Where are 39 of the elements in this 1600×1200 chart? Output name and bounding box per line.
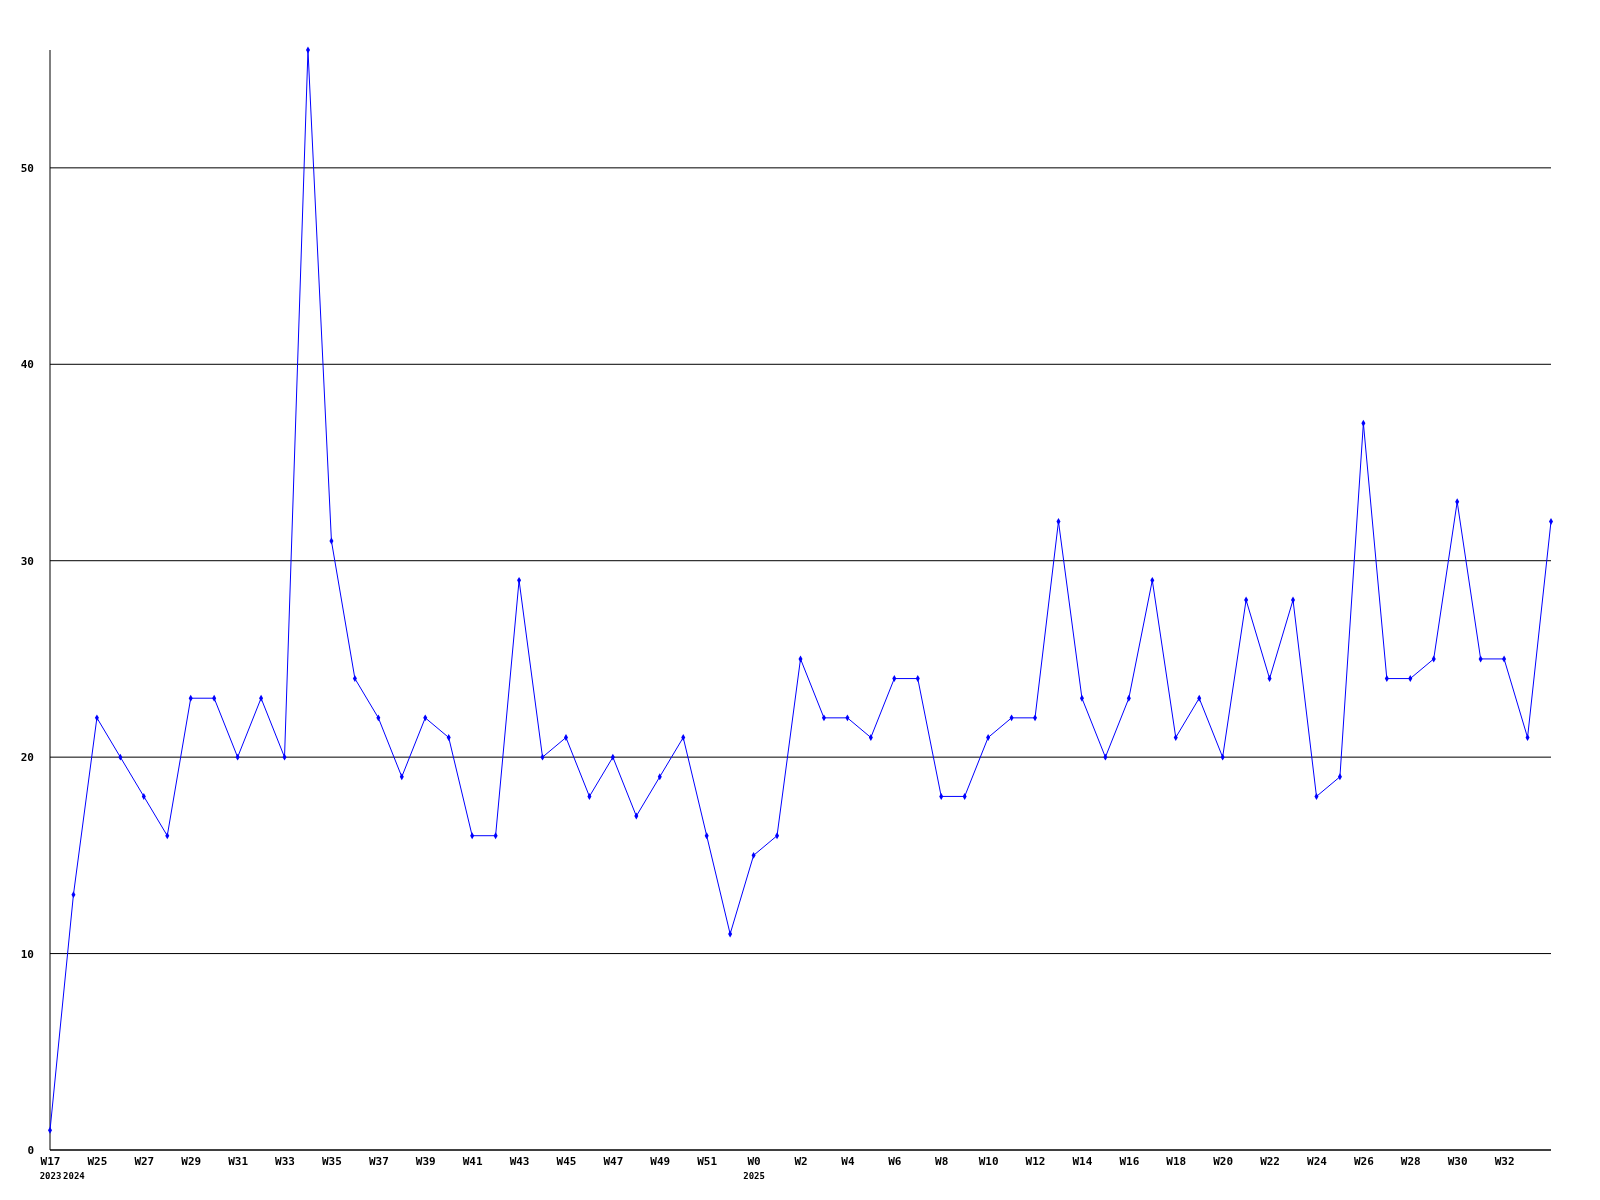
x-tick-label: W31 <box>228 1155 249 1168</box>
x-tick-label: W25 <box>87 1155 108 1168</box>
x-tick-label: W4 <box>841 1155 855 1168</box>
x-tick-label: W29 <box>181 1155 202 1168</box>
x-tick-label: W10 <box>978 1155 999 1168</box>
y-tick-label: 10 <box>20 947 34 961</box>
y-tick-label: 0 <box>27 1144 34 1158</box>
x-tick-label: W37 <box>368 1155 389 1168</box>
x-tick-label: W26 <box>1353 1155 1375 1168</box>
x-tick-label: W28 <box>1400 1155 1421 1168</box>
x-tick-label: W14 <box>1072 1155 1093 1168</box>
x-tick-label: W49 <box>650 1155 671 1168</box>
x-tick-label: W0 2025 <box>743 1155 765 1181</box>
x-tick-label: W30 <box>1447 1155 1468 1168</box>
x-tick-label: W51 <box>697 1155 718 1168</box>
x-tick-label: W41 <box>462 1155 483 1168</box>
x-tick-label: W43 <box>509 1155 530 1168</box>
x-tick-label: W8 <box>935 1155 949 1168</box>
x-tick-label: W47 <box>603 1155 624 1168</box>
x-tick-label: W20 <box>1213 1155 1234 1168</box>
x-tick-label: W33 <box>275 1155 295 1168</box>
y-tick-label: 40 <box>20 358 34 372</box>
x-tick-label: W2 <box>794 1155 808 1168</box>
x-tick-label: W24 <box>1307 1155 1328 1168</box>
x-tick-label: W35 <box>322 1155 342 1168</box>
x-tick-label: W6 <box>888 1155 902 1168</box>
y-tick-label: 30 <box>20 554 34 568</box>
x-tick-label: W16 <box>1119 1155 1140 1168</box>
x-tick-label: W17 2023 <box>39 1155 62 1181</box>
x-tick-label: 2024 <box>63 1171 86 1181</box>
x-tick-label: W27 <box>134 1155 155 1168</box>
x-tick-label: W39 <box>415 1155 436 1168</box>
x-tick-label: W32 <box>1494 1155 1515 1168</box>
x-tick-label: W22 <box>1260 1155 1280 1168</box>
y-tick-label: 20 <box>20 751 34 765</box>
x-tick-label: W12 <box>1025 1155 1046 1168</box>
x-tick-label: W18 <box>1166 1155 1187 1168</box>
y-tick-label: 50 <box>20 161 34 175</box>
x-tick-label: W45 <box>556 1155 577 1168</box>
